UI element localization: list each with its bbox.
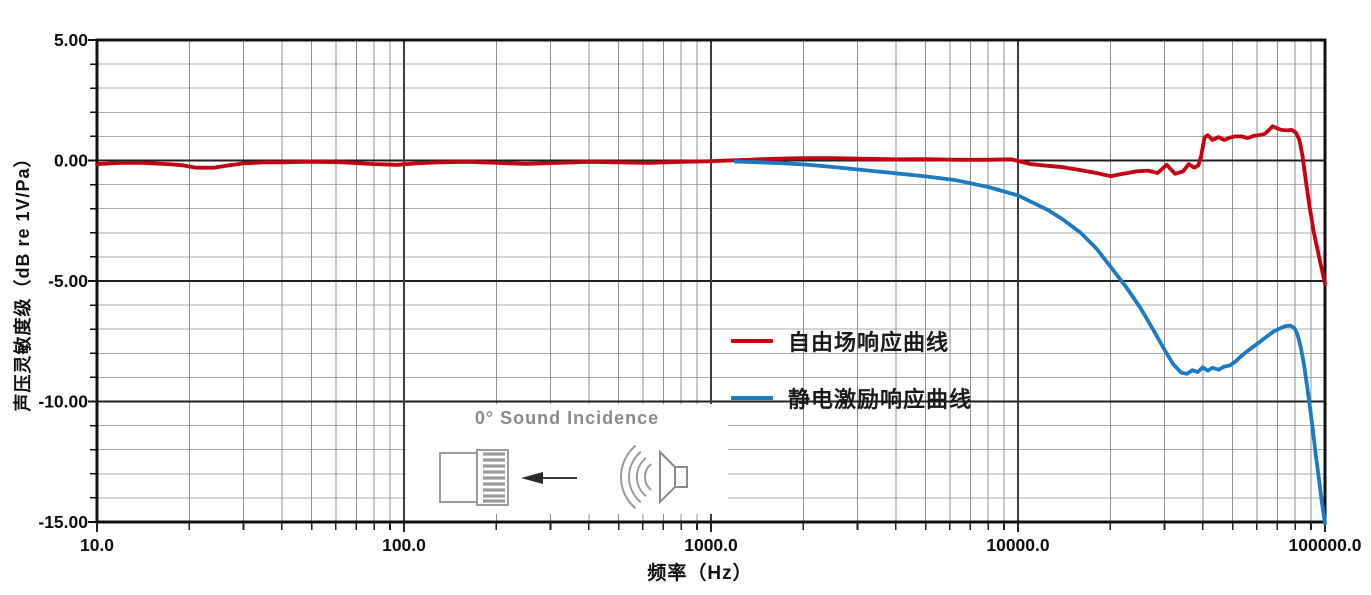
free-field-line-swatch [731,339,773,343]
x-tick-label: 1000.0 [684,535,738,555]
microphone-icon [439,449,509,506]
y-tick-label: 0.00 [54,151,88,171]
legend-label-electrostatic: 静电激励响应曲线 [788,387,973,412]
y-tick-label: 5.00 [54,30,88,50]
y-tick-label: -10.00 [38,392,88,412]
left-arrow-icon [521,472,577,484]
sound-incidence-diagram [439,444,688,510]
y-tick-label: -15.00 [38,512,88,532]
x-tick-label: 100000.0 [1289,535,1362,555]
legend: 自由场响应曲线 静电激励响应曲线 [731,329,972,412]
series-line-1 [733,159,1327,526]
legend-label-free-field: 自由场响应曲线 [788,330,950,355]
y-axis-title: 声压灵敏度级（dB re 1V/Pa） [13,148,33,412]
legend-item-free-field: 自由场响应曲线 [731,329,972,355]
x-tick-label: 10.0 [80,535,114,555]
legend-item-electrostatic: 静电激励响应曲线 [731,386,972,412]
x-tick-label: 10000.0 [986,535,1050,555]
series-line-0 [95,124,1327,286]
x-tick-label: 100.0 [382,535,426,555]
electrostatic-line-swatch [731,396,773,400]
x-axis-title: 频率（Hz） [647,563,753,584]
sound-incidence-inset: 0° Sound Incidence [406,404,728,514]
inset-title: 0° Sound Incidence [474,408,660,428]
y-tick-label: -5.00 [48,271,88,291]
speaker-icon [619,444,688,510]
